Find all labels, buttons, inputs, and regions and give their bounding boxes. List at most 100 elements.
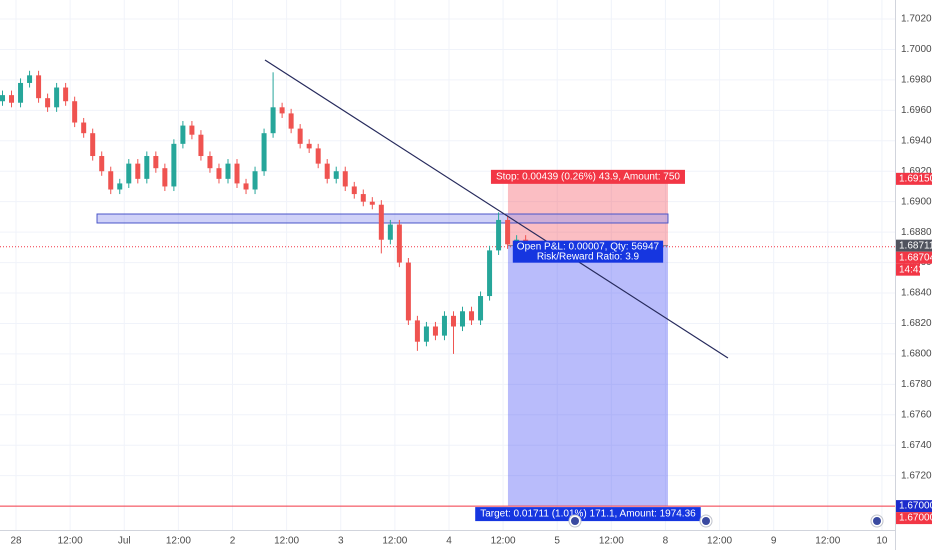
candle-body	[423, 326, 429, 342]
candle-body	[189, 125, 195, 135]
y-tick-label: 1.67800	[901, 379, 932, 390]
candle-body	[387, 224, 393, 240]
candle-body	[369, 201, 375, 205]
x-tick-label: 4	[446, 536, 452, 547]
candle-body	[18, 82, 24, 103]
candle-body	[342, 171, 348, 187]
position-label: Target: 0.01711 (1.01%) 171.1, Amount: 1…	[475, 507, 701, 522]
y-tick-label: 1.69800	[901, 75, 932, 86]
label-box	[512, 240, 664, 263]
x-tick-label: 12:00	[166, 536, 191, 547]
price-label-box	[896, 512, 932, 525]
candle-body	[216, 168, 222, 179]
candle-body	[54, 87, 60, 108]
candle-body	[0, 95, 5, 102]
price-label: 1.68711	[899, 240, 932, 251]
candle-body	[81, 122, 87, 134]
candle-body	[315, 148, 321, 164]
candle-body	[162, 168, 168, 187]
price-label-box	[896, 239, 932, 252]
countdown: 14:42	[899, 264, 924, 275]
candle-body	[135, 163, 141, 179]
x-tick-label: 2	[230, 536, 236, 547]
x-tick-label: 12:00	[599, 536, 624, 547]
y-tick-label: 1.70000	[901, 44, 932, 55]
event-icon-dot	[702, 517, 710, 525]
label-box	[490, 169, 685, 184]
candle-body	[9, 95, 15, 103]
candle-body	[333, 171, 339, 179]
candle-body	[45, 98, 51, 108]
candle-body	[396, 224, 402, 263]
candle-body	[261, 133, 267, 172]
candle-body	[306, 143, 312, 149]
y-tick-label: 1.70200	[901, 14, 932, 25]
candle-body	[360, 194, 366, 202]
label-text: Target: 0.01711 (1.01%) 171.1, Amount: 1…	[480, 509, 696, 520]
stop-zone	[507, 178, 668, 246]
label-text: Stop: 0.00439 (0.26%) 43.9, Amount: 750	[496, 171, 680, 182]
event-icon-dot	[571, 517, 579, 525]
price-label: 1.68704	[899, 252, 932, 263]
target-zone	[507, 245, 668, 507]
pnl-label: Open P&L: 0.00007, Qty: 56947Risk/Reward…	[512, 240, 664, 263]
candle-body	[225, 163, 231, 179]
price-label: 1.67000	[899, 501, 932, 512]
candle-body	[270, 107, 276, 134]
y-tick-label: 1.67600	[901, 409, 932, 420]
candle-body	[198, 134, 204, 157]
candle-body	[460, 311, 466, 327]
candle-body	[478, 296, 484, 321]
y-tick-label: 1.68000	[901, 349, 932, 360]
x-tick-label: 28	[10, 536, 22, 547]
candle-body	[441, 315, 447, 336]
candle-body	[279, 107, 285, 114]
label-box	[475, 507, 701, 522]
x-tick-label: 8	[663, 536, 669, 547]
candle-body	[252, 171, 258, 190]
x-tick-label: 9	[771, 536, 777, 547]
candle-body	[126, 163, 132, 184]
x-tick-label: 12:00	[58, 536, 83, 547]
candle-body	[99, 156, 105, 172]
candle-body	[243, 183, 249, 190]
label-text: Open P&L: 0.00007, Qty: 56947	[517, 241, 660, 252]
x-tick-label: 12:00	[274, 536, 299, 547]
label-text: Risk/Reward Ratio: 3.9	[537, 251, 640, 262]
candle-body	[288, 113, 294, 129]
x-tick-label: 3	[338, 536, 344, 547]
candle-body	[27, 75, 33, 83]
x-tick-label: 12:00	[382, 536, 407, 547]
event-icon-dot	[873, 517, 881, 525]
price-label-box	[896, 172, 932, 185]
x-tick-label: 12:00	[815, 536, 840, 547]
candle-body	[63, 87, 69, 102]
candle-body	[432, 326, 438, 336]
countdown-box	[896, 263, 920, 276]
price-label: 1.69150	[899, 173, 932, 184]
candle-body	[324, 163, 330, 179]
candle-body	[153, 156, 159, 169]
candle-body	[36, 75, 42, 99]
candle-body	[207, 156, 213, 169]
candle-body	[90, 133, 96, 157]
candle-body	[378, 204, 384, 240]
y-tick-label: 1.69600	[901, 105, 932, 116]
y-tick-label: 1.68800	[901, 227, 932, 238]
price-label: 1.67000	[899, 513, 932, 524]
y-tick-label: 1.67400	[901, 440, 932, 451]
candle-body	[405, 262, 411, 321]
x-tick-label: Jul	[118, 536, 131, 547]
price-label-box	[896, 500, 932, 513]
y-tick-label: 1.69400	[901, 135, 932, 146]
candle-body	[450, 315, 456, 327]
candle-body	[505, 219, 511, 245]
x-axis-bg	[0, 530, 895, 550]
x-tick-label: 12:00	[707, 536, 732, 547]
y-tick-label: 1.69000	[901, 196, 932, 207]
candle-body	[72, 101, 78, 123]
candle-body	[351, 186, 357, 195]
candle-body	[144, 156, 150, 179]
